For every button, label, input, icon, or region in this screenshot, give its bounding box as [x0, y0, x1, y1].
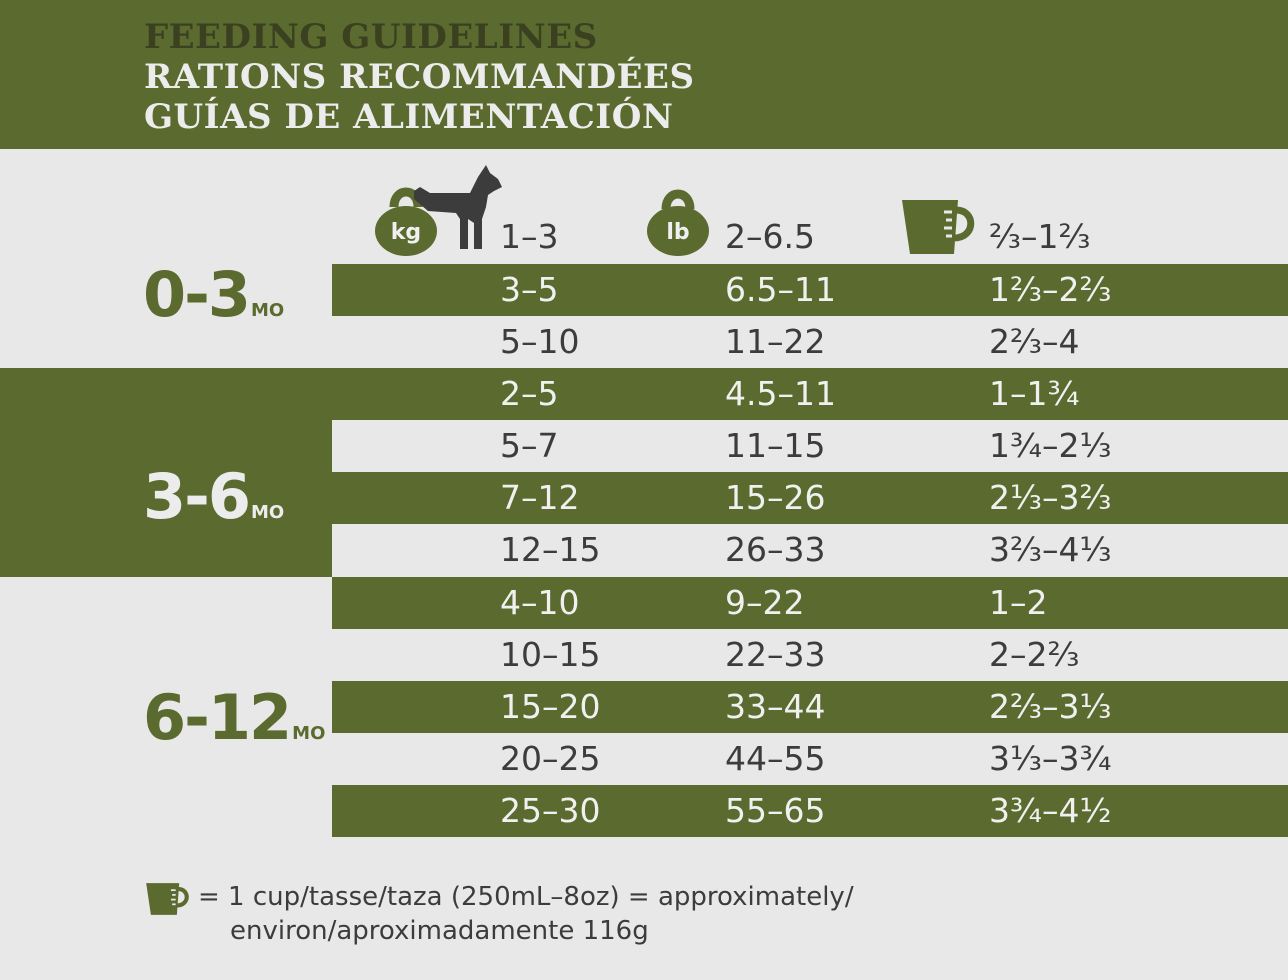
lb-cell: 44–55 [725, 739, 826, 778]
table-row: 25–30 55–65 3¾–4½ [332, 785, 1288, 837]
lb-cell: 9–22 [725, 583, 805, 622]
table-row: 3–5 6.5–11 1⅔–2⅔ [332, 264, 1288, 316]
header-lb-value: 2–6.5 [725, 217, 815, 256]
cup-cell: 1¾–2⅓ [989, 426, 1112, 465]
lb-cell: 26–33 [725, 530, 826, 569]
lb-cell: 15–26 [725, 478, 826, 517]
cup-cell: 2⅔–4 [989, 322, 1080, 361]
kg-cell: 5–7 [500, 426, 559, 465]
age-value: 0-3 [143, 258, 251, 331]
age-unit: MO [292, 723, 326, 744]
kg-cell: 12–15 [500, 530, 601, 569]
kg-cell: 20–25 [500, 739, 601, 778]
cup-cell: 3⅓–3¾ [989, 739, 1112, 778]
kg-cell: 15–20 [500, 687, 601, 726]
kettlebell-kg-icon: kg [375, 187, 437, 256]
title-french: RATIONS RECOMMANDÉES [144, 57, 695, 97]
lb-cell: 11–15 [725, 426, 826, 465]
dog-icon [414, 165, 502, 249]
lb-cell: 33–44 [725, 687, 826, 726]
cup-cell: 1⅔–2⅔ [989, 270, 1112, 309]
kg-cell: 7–12 [500, 478, 580, 517]
lb-cell: 6.5–11 [725, 270, 836, 309]
title-spanish: GUÍAS DE ALIMENTACIÓN [144, 97, 674, 137]
kg-cell: 10–15 [500, 635, 601, 674]
table-row: 4–10 9–22 1–2 [332, 577, 1288, 629]
measuring-cup-icon [902, 200, 975, 254]
lb-cell: 4.5–11 [725, 374, 836, 413]
lb-cell: 11–22 [725, 322, 826, 361]
age-group-3-6: 3-6 MO [143, 466, 284, 528]
table-row: 5–7 11–15 1¾–2⅓ [332, 420, 1288, 472]
table-row: 2–5 4.5–11 1–1¾ [332, 368, 1288, 420]
measuring-cup-icon [146, 883, 189, 915]
kg-cell: 4–10 [500, 583, 580, 622]
lb-cell: 55–65 [725, 791, 826, 830]
footnote-line-2: environ/aproximadamente 116g [230, 916, 649, 946]
cup-cell: 2–2⅔ [989, 635, 1080, 674]
cup-cell: 2⅓–3⅔ [989, 478, 1112, 517]
kg-cell: 2–5 [500, 374, 559, 413]
kettlebell-lb-icon: lb [647, 189, 709, 256]
kg-cell: 25–30 [500, 791, 601, 830]
cup-cell: 2⅔–3⅓ [989, 687, 1112, 726]
age-group-0-3: 0-3 MO [143, 264, 284, 326]
cup-cell: 3¾–4½ [989, 791, 1112, 830]
kg-cell: 3–5 [500, 270, 559, 309]
age-value: 6-12 [143, 681, 292, 754]
age-unit: MO [251, 502, 285, 523]
header-cup-value: ⅔–1⅔ [989, 217, 1091, 256]
cup-cell: 3⅔–4⅓ [989, 530, 1112, 569]
table-row: 5–10 11–22 2⅔–4 [332, 316, 1288, 368]
lb-label: lb [666, 220, 689, 245]
title-english: FEEDING GUIDELINES [144, 17, 598, 57]
age-value: 3-6 [143, 460, 251, 533]
cup-cell: 1–2 [989, 583, 1048, 622]
footnote: = 1 cup/tasse/taza (250mL–8oz) = approxi… [198, 880, 854, 948]
header-kg-value: 1–3 [500, 217, 559, 256]
kg-label: kg [391, 220, 421, 245]
header-banner: FEEDING GUIDELINES RATIONS RECOMMANDÉES … [0, 0, 1288, 149]
kg-cell: 5–10 [500, 322, 580, 361]
cup-cell: 1–1¾ [989, 374, 1080, 413]
table-row: 12–15 26–33 3⅔–4⅓ [332, 524, 1288, 577]
table-row: 10–15 22–33 2–2⅔ [332, 629, 1288, 681]
age-group-6-12: 6-12 MO [143, 687, 325, 749]
footnote-line-1: = 1 cup/tasse/taza (250mL–8oz) = approxi… [198, 882, 854, 912]
table-row: 20–25 44–55 3⅓–3¾ [332, 733, 1288, 785]
age-unit: MO [251, 300, 285, 321]
lb-cell: 22–33 [725, 635, 826, 674]
table-row: 15–20 33–44 2⅔–3⅓ [332, 681, 1288, 733]
table-row: 7–12 15–26 2⅓–3⅔ [332, 472, 1288, 524]
